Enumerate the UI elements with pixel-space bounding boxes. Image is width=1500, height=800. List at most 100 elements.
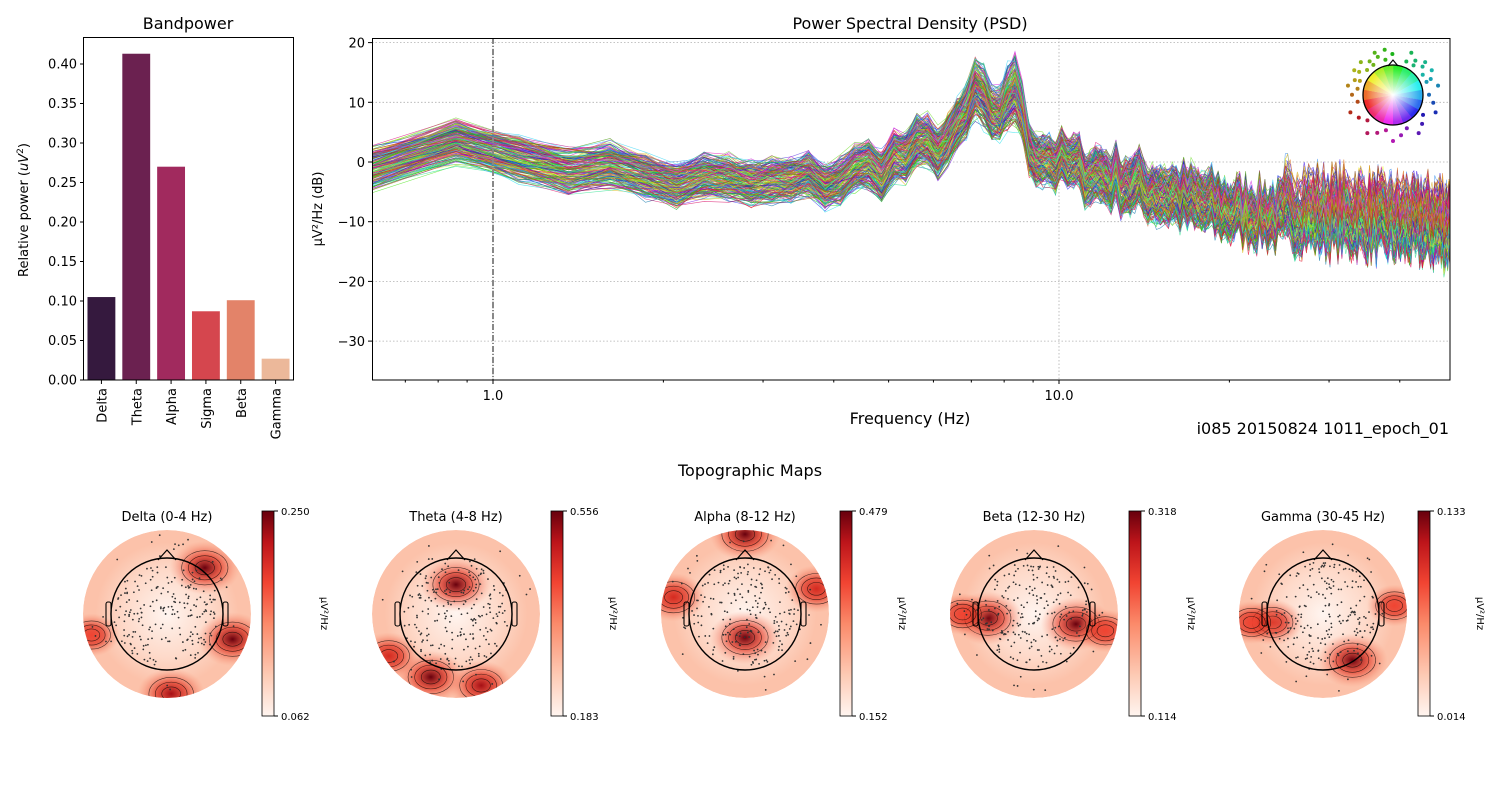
sensor-dot [191, 643, 194, 646]
sensor-dot [467, 588, 469, 591]
sensor-dot [712, 627, 715, 630]
sensor-dot [477, 574, 480, 577]
sensor-dot [155, 587, 158, 590]
sensor-dot [760, 591, 762, 594]
inset-head-outline [1362, 64, 1424, 126]
sensor-dot [124, 613, 126, 616]
sensor-dot [176, 610, 179, 613]
sensor-dot [115, 624, 118, 627]
sensor-dot [1007, 630, 1009, 633]
sensor-dot [1363, 615, 1365, 618]
sensor-dot [1028, 585, 1031, 588]
sensor-dot [1363, 630, 1366, 632]
sensor-dot [416, 616, 418, 619]
sensor-dot [1098, 614, 1101, 617]
sensor-dot [1329, 565, 1331, 568]
bar-beta [226, 300, 255, 380]
sensor-dot [1358, 616, 1361, 619]
topomap-contour [1375, 591, 1407, 620]
sensor-dot [994, 578, 997, 581]
sensor-dot [1324, 651, 1327, 654]
y-tick-label: 0.15 [48, 255, 77, 270]
sensor-dot [123, 642, 126, 644]
sensor-dot [206, 603, 208, 605]
sensor-dot [143, 604, 146, 606]
sensor-dot [470, 607, 473, 610]
sensor-dot [180, 584, 183, 587]
sensor-dot [1300, 616, 1303, 619]
sensor-dot [488, 603, 491, 606]
sensor-dot [1281, 583, 1283, 585]
inset-sensor-dot [1371, 62, 1376, 67]
topomap-contour [1096, 624, 1115, 638]
sensor-dot [776, 630, 779, 633]
sensor-dot [1262, 639, 1265, 641]
sensor-dot [724, 582, 726, 585]
sensor-dot [1263, 570, 1266, 573]
sensor-dot [750, 583, 753, 586]
sensor-dot [492, 617, 495, 620]
sensor-dot [1356, 631, 1359, 634]
sensor-dot [1306, 588, 1309, 591]
topomap-contour [154, 681, 188, 698]
sensor-dot [472, 637, 475, 640]
y-tick-label: 0.25 [48, 176, 77, 191]
sensor-dot [160, 627, 162, 630]
sensor-dot [131, 618, 134, 621]
sensor-dot [769, 569, 772, 572]
sensor-dot [144, 582, 147, 585]
sensor-dot [167, 640, 169, 643]
sensor-dot [1092, 650, 1095, 653]
inset-sensor-dot [1420, 72, 1425, 77]
sensor-dot [152, 658, 155, 661]
sensor-dot [477, 614, 480, 617]
sensor-dot [745, 626, 748, 629]
sensor-dot [172, 608, 174, 611]
sensor-dot [1032, 565, 1035, 568]
sensor-dot [701, 584, 704, 587]
sensor-dot [956, 602, 959, 605]
sensor-dot [1017, 612, 1020, 614]
sensor-dot [128, 633, 130, 636]
sensor-dot [712, 598, 715, 600]
colorbar [1128, 510, 1142, 717]
sensor-dot [1306, 653, 1309, 656]
sensor-dot [194, 657, 197, 659]
sensor-dot [1370, 654, 1373, 657]
sensor-dot [748, 609, 751, 612]
sensor-dot [125, 610, 127, 613]
sensor-dot [1032, 578, 1035, 581]
sensor-dot [745, 601, 748, 604]
sensor-dot [1324, 597, 1327, 600]
sensor-dot [689, 571, 691, 574]
sensor-dot [1318, 568, 1320, 570]
sensor-dot [760, 649, 763, 652]
sensor-dot [453, 600, 456, 603]
sensor-dot [738, 635, 741, 638]
sensor-dot [1037, 568, 1040, 570]
sensor-dot [503, 609, 506, 612]
sensor-dot [1070, 618, 1073, 620]
sensor-dot [479, 628, 482, 631]
sensor-dot [963, 633, 966, 636]
sensor-dot [1036, 598, 1039, 601]
sensor-dot [192, 587, 195, 590]
sensor-dot [1041, 581, 1044, 584]
inset-sensor-dot [1421, 112, 1426, 117]
sensor-dot [487, 578, 489, 580]
y-tick-label: 0.00 [48, 374, 77, 389]
nose-icon [1024, 549, 1044, 561]
sensor-dot [1342, 633, 1344, 636]
sensor-dot [773, 673, 775, 676]
sensor-dot [1324, 643, 1327, 646]
topomap-hotspot [709, 530, 781, 562]
sensor-dot [1048, 645, 1051, 648]
inset-sensor-dot [1383, 57, 1388, 62]
sensor-dot [1342, 568, 1345, 571]
sensor-dot [1330, 578, 1333, 581]
sensor-dot [750, 663, 753, 666]
sensor-dot [1345, 619, 1348, 622]
sensor-dot [499, 550, 502, 553]
sensor-dot [434, 620, 436, 622]
sensor-dot [1064, 636, 1066, 639]
